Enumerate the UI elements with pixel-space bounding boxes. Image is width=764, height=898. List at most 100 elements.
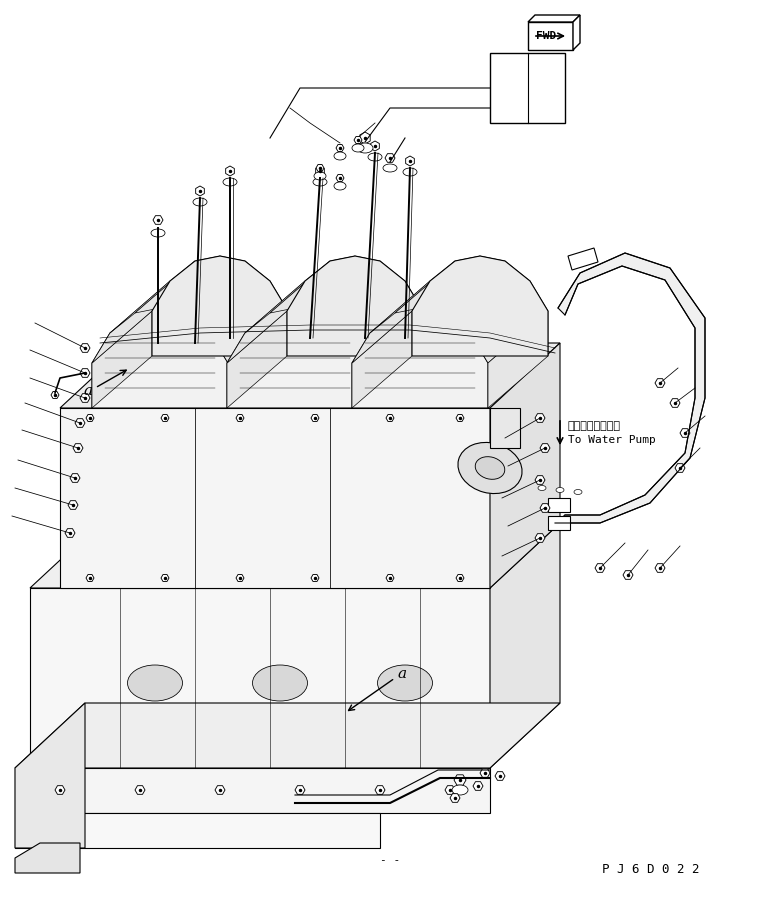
Polygon shape — [15, 703, 560, 768]
Polygon shape — [548, 498, 570, 512]
Polygon shape — [215, 786, 225, 795]
Polygon shape — [75, 418, 85, 427]
Polygon shape — [548, 516, 570, 530]
Polygon shape — [227, 308, 363, 408]
Polygon shape — [295, 256, 380, 313]
Ellipse shape — [128, 665, 183, 701]
Polygon shape — [370, 261, 455, 333]
Polygon shape — [406, 156, 414, 166]
Polygon shape — [535, 414, 545, 422]
Ellipse shape — [574, 489, 582, 495]
Text: P J 6 D 0 2 2: P J 6 D 0 2 2 — [603, 863, 700, 876]
Polygon shape — [65, 529, 75, 537]
Polygon shape — [152, 256, 288, 356]
Text: ウォータポンプヘ: ウォータポンプヘ — [568, 421, 621, 431]
Ellipse shape — [334, 182, 346, 190]
Text: FWD: FWD — [536, 31, 556, 41]
Ellipse shape — [458, 443, 522, 494]
Ellipse shape — [383, 164, 397, 172]
Polygon shape — [680, 428, 690, 437]
Polygon shape — [454, 775, 466, 785]
Ellipse shape — [151, 229, 165, 237]
Polygon shape — [287, 256, 423, 356]
Polygon shape — [80, 393, 90, 402]
Polygon shape — [528, 22, 573, 50]
Polygon shape — [51, 392, 59, 399]
Polygon shape — [371, 141, 380, 151]
Polygon shape — [345, 281, 423, 363]
Polygon shape — [270, 256, 355, 313]
Polygon shape — [450, 794, 460, 802]
Polygon shape — [535, 533, 545, 542]
Polygon shape — [385, 154, 395, 163]
Polygon shape — [445, 261, 530, 333]
Polygon shape — [568, 248, 598, 270]
Polygon shape — [70, 473, 80, 482]
Ellipse shape — [368, 153, 382, 161]
Ellipse shape — [195, 717, 215, 729]
Polygon shape — [395, 256, 480, 313]
Polygon shape — [623, 570, 633, 579]
Polygon shape — [311, 415, 319, 421]
Text: a: a — [397, 667, 406, 681]
Polygon shape — [320, 261, 405, 333]
Polygon shape — [480, 769, 490, 778]
Polygon shape — [73, 444, 83, 453]
Polygon shape — [160, 256, 245, 313]
Polygon shape — [488, 311, 548, 408]
Polygon shape — [595, 564, 605, 572]
Polygon shape — [360, 132, 371, 144]
Ellipse shape — [252, 665, 307, 701]
Polygon shape — [386, 575, 394, 582]
Polygon shape — [185, 261, 270, 333]
Polygon shape — [354, 136, 362, 144]
Ellipse shape — [345, 717, 365, 729]
Ellipse shape — [193, 198, 207, 206]
Text: To Water Pump: To Water Pump — [568, 435, 656, 445]
Polygon shape — [80, 369, 90, 377]
Ellipse shape — [538, 486, 546, 490]
Polygon shape — [86, 575, 94, 582]
Polygon shape — [295, 786, 305, 795]
Polygon shape — [456, 415, 464, 421]
Polygon shape — [161, 415, 169, 421]
Polygon shape — [236, 415, 244, 421]
Polygon shape — [92, 308, 228, 408]
Polygon shape — [528, 15, 580, 22]
Polygon shape — [655, 379, 665, 387]
Ellipse shape — [313, 178, 327, 186]
Polygon shape — [420, 256, 505, 313]
Polygon shape — [352, 311, 412, 408]
Polygon shape — [336, 145, 344, 152]
Polygon shape — [445, 786, 455, 795]
Polygon shape — [92, 311, 152, 408]
Polygon shape — [540, 444, 550, 453]
Ellipse shape — [270, 717, 290, 729]
Polygon shape — [311, 575, 319, 582]
Polygon shape — [375, 786, 385, 795]
Polygon shape — [60, 343, 560, 408]
Polygon shape — [135, 786, 145, 795]
Polygon shape — [225, 166, 235, 176]
Polygon shape — [412, 256, 548, 356]
Polygon shape — [336, 174, 344, 181]
Ellipse shape — [420, 717, 440, 729]
Polygon shape — [86, 415, 94, 421]
Polygon shape — [196, 186, 204, 196]
Ellipse shape — [120, 717, 140, 729]
Polygon shape — [490, 523, 560, 768]
Polygon shape — [135, 256, 220, 313]
Ellipse shape — [334, 152, 346, 160]
Polygon shape — [55, 786, 65, 795]
Polygon shape — [15, 768, 490, 813]
Polygon shape — [92, 281, 170, 363]
Ellipse shape — [556, 488, 564, 492]
Ellipse shape — [475, 457, 505, 480]
Polygon shape — [30, 523, 560, 588]
Polygon shape — [555, 253, 705, 523]
Polygon shape — [352, 281, 430, 363]
Polygon shape — [227, 311, 287, 408]
Polygon shape — [363, 311, 423, 408]
Polygon shape — [15, 813, 380, 848]
Polygon shape — [210, 281, 288, 363]
